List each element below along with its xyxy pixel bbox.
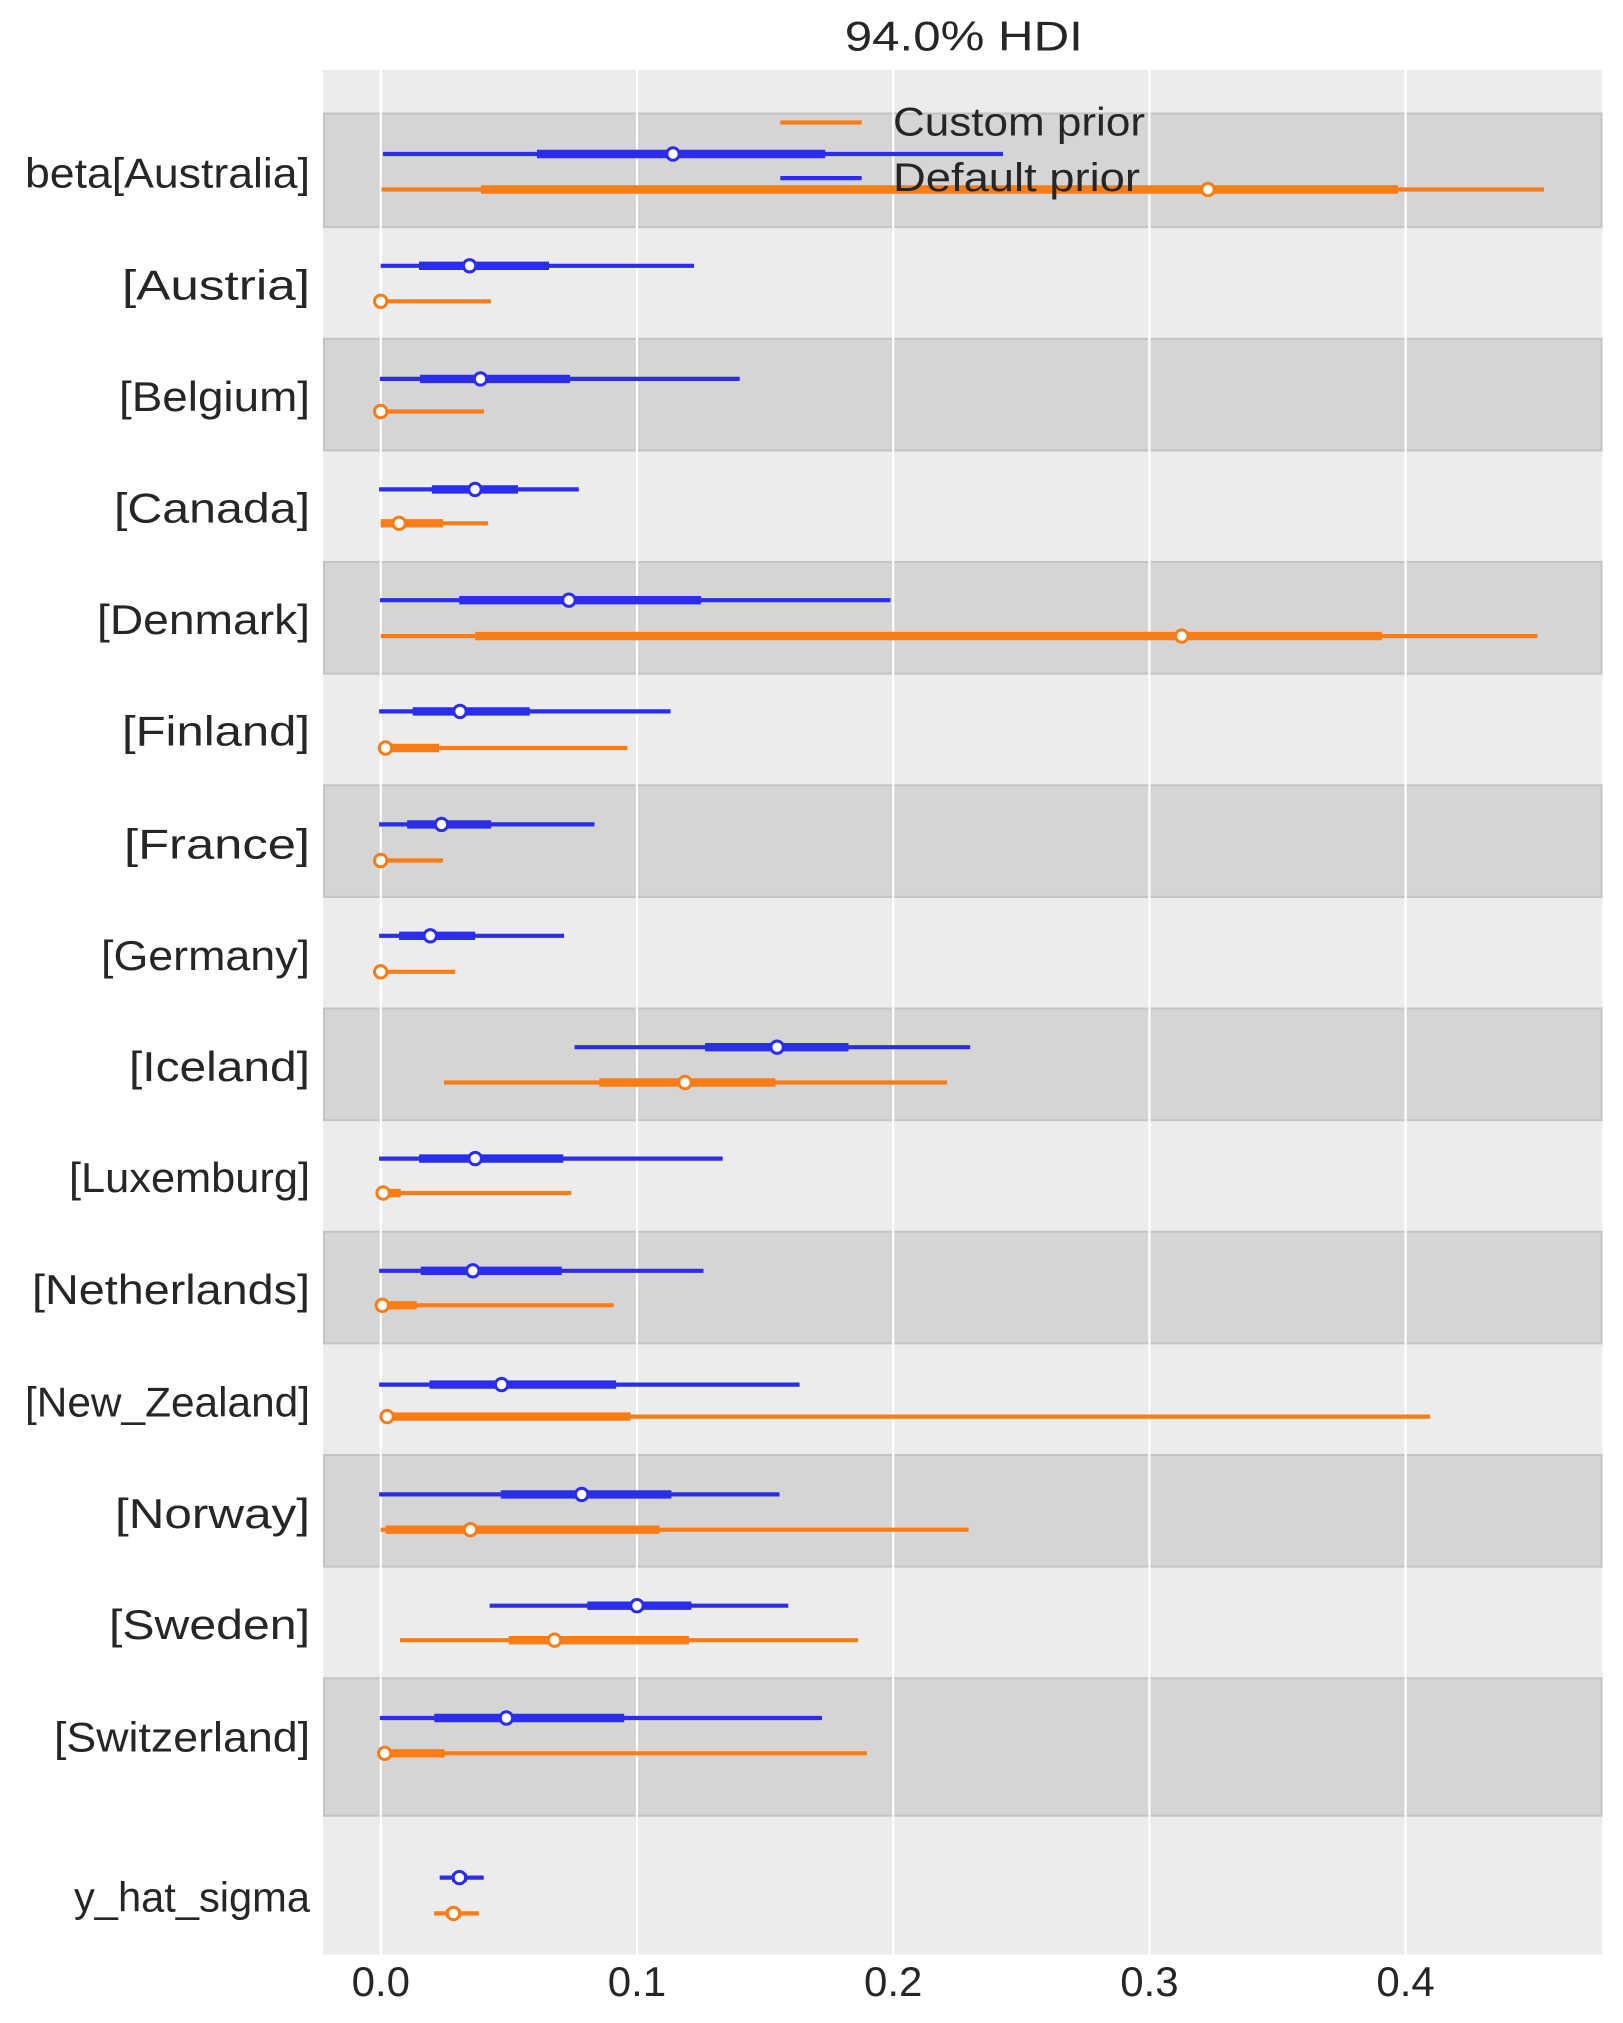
svg-text:[Germany]: [Germany] xyxy=(101,932,310,979)
svg-text:[Canada]: [Canada] xyxy=(114,484,310,531)
svg-text:[Finland]: [Finland] xyxy=(122,708,310,755)
svg-text:0.4: 0.4 xyxy=(1376,1958,1434,2005)
svg-text:[Sweden]: [Sweden] xyxy=(109,1601,310,1648)
svg-text:y_hat_sigma: y_hat_sigma xyxy=(74,1874,311,1921)
svg-text:[Luxemburg]: [Luxemburg] xyxy=(69,1154,310,1201)
svg-text:0.1: 0.1 xyxy=(608,1958,666,2005)
svg-text:Default prior: Default prior xyxy=(893,156,1140,200)
svg-text:[Norway]: [Norway] xyxy=(115,1490,310,1537)
svg-text:94.0% HDI: 94.0% HDI xyxy=(845,12,1083,59)
svg-text:[Netherlands]: [Netherlands] xyxy=(32,1266,310,1313)
svg-text:beta[Australia]: beta[Australia] xyxy=(25,150,310,197)
svg-text:[Austria]: [Austria] xyxy=(122,262,310,309)
svg-text:[New_Zealand]: [New_Zealand] xyxy=(25,1379,310,1426)
svg-text:0.3: 0.3 xyxy=(1120,1958,1178,2005)
svg-text:[Switzerland]: [Switzerland] xyxy=(54,1714,310,1761)
svg-text:[Denmark]: [Denmark] xyxy=(97,596,310,643)
svg-text:0.0: 0.0 xyxy=(352,1958,410,2005)
svg-text:[Belgium]: [Belgium] xyxy=(119,373,310,420)
svg-text:Custom prior: Custom prior xyxy=(893,101,1145,145)
svg-text:[France]: [France] xyxy=(124,821,310,868)
svg-text:[Iceland]: [Iceland] xyxy=(129,1043,310,1090)
svg-text:0.2: 0.2 xyxy=(864,1958,922,2005)
